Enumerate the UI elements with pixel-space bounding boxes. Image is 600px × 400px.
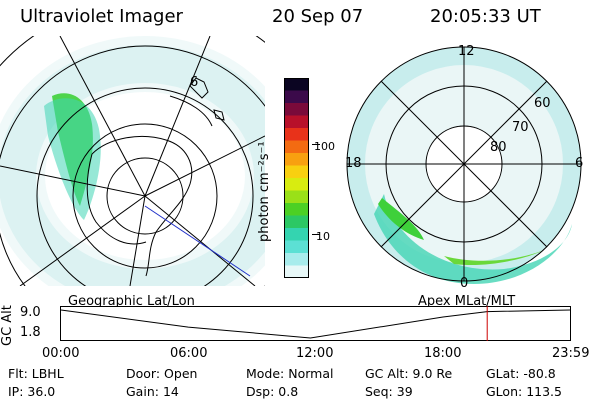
gain-value: 14 — [162, 384, 179, 399]
colorbar-swatch — [284, 265, 309, 278]
altitude-axis-label: GC Alt — [0, 305, 15, 346]
time-tick-0: 00:00 — [42, 346, 80, 361]
door-value: Open — [164, 366, 198, 381]
dsp-value: 0.8 — [278, 384, 299, 399]
colorbar-swatch — [284, 228, 309, 241]
colorbar-swatch — [284, 140, 309, 154]
glat-value: -80.8 — [523, 366, 556, 381]
magnetic-caption: Apex MLat/MLT — [418, 294, 516, 309]
image-time: 20:05:33 UT — [430, 6, 541, 27]
filter-info: Flt: LBHL — [8, 366, 64, 381]
colorbar-tick-10: 10 — [316, 230, 330, 243]
glon-info: GLon: 113.5 — [486, 384, 562, 399]
imager-title: Ultraviolet Imager — [20, 6, 183, 27]
colorbar — [284, 78, 309, 278]
mode-info: Mode: Normal — [246, 366, 334, 381]
colorbar-swatch — [284, 240, 309, 254]
bright-emission-region — [378, 198, 424, 240]
altitude-tick-low: 1.8 — [20, 325, 41, 340]
colorbar-tick-100: 100 — [314, 140, 335, 153]
geographic-map: 6 — [0, 36, 265, 286]
colorbar-swatch — [284, 165, 309, 179]
ip-value: 36.0 — [27, 384, 56, 399]
seq-info: Seq: 39 — [365, 384, 413, 399]
colorbar-swatch — [284, 78, 309, 91]
mlt-label-noon: 12 — [458, 44, 475, 59]
image-date: 20 Sep 07 — [272, 6, 364, 27]
time-tick-3: 18:00 — [424, 346, 462, 361]
altitude-line — [60, 309, 571, 339]
mode-value: Normal — [288, 366, 334, 381]
colorbar-swatch — [284, 128, 309, 141]
coastline — [86, 135, 193, 277]
geographic-caption: Geographic Lat/Lon — [68, 294, 195, 309]
gcalt-value: 9.0 Re — [412, 366, 453, 381]
mlat-label-80: 80 — [490, 140, 507, 155]
gcalt-info: GC Alt: 9.0 Re — [365, 366, 453, 381]
colorbar-swatch — [284, 190, 309, 204]
mlt-label-dawn: 6 — [575, 156, 584, 171]
magnetic-map — [346, 46, 582, 284]
mlat-label-60: 60 — [534, 96, 551, 111]
time-tick-1: 06:00 — [170, 346, 208, 361]
door-info: Door: Open — [126, 366, 198, 381]
ip-info: IP: 36.0 — [8, 384, 56, 399]
altitude-plot — [60, 306, 571, 341]
colorbar-swatch — [284, 178, 309, 191]
colorbar-swatch — [284, 115, 309, 129]
mlt-label-midnight: 0 — [460, 276, 469, 291]
colorbar-swatch — [284, 153, 309, 166]
map-region-label: 6 — [190, 75, 198, 90]
filter-value: LBHL — [31, 366, 64, 381]
colorbar-swatch — [284, 90, 309, 104]
nightside-oval — [374, 194, 572, 284]
seq-value: 39 — [396, 384, 413, 399]
gain-info: Gain: 14 — [126, 384, 179, 399]
time-tick-4: 23:59 — [552, 346, 590, 361]
colorbar-swatch — [284, 203, 309, 216]
altitude-tick-high: 9.0 — [20, 305, 41, 320]
mlt-label-dusk: 18 — [345, 156, 362, 171]
terminator-line — [144, 205, 251, 277]
glon-value: 113.5 — [526, 384, 562, 399]
colorbar-swatch — [284, 103, 309, 116]
colorbar-swatch — [284, 215, 309, 229]
glat-info: GLat: -80.8 — [486, 366, 556, 381]
mlat-label-70: 70 — [512, 120, 529, 135]
time-tick-2: 12:00 — [296, 346, 334, 361]
colorbar-swatch — [284, 253, 309, 266]
colorbar-unit-label: photon cm⁻²s⁻¹ — [257, 141, 272, 242]
dsp-info: Dsp: 0.8 — [246, 384, 299, 399]
